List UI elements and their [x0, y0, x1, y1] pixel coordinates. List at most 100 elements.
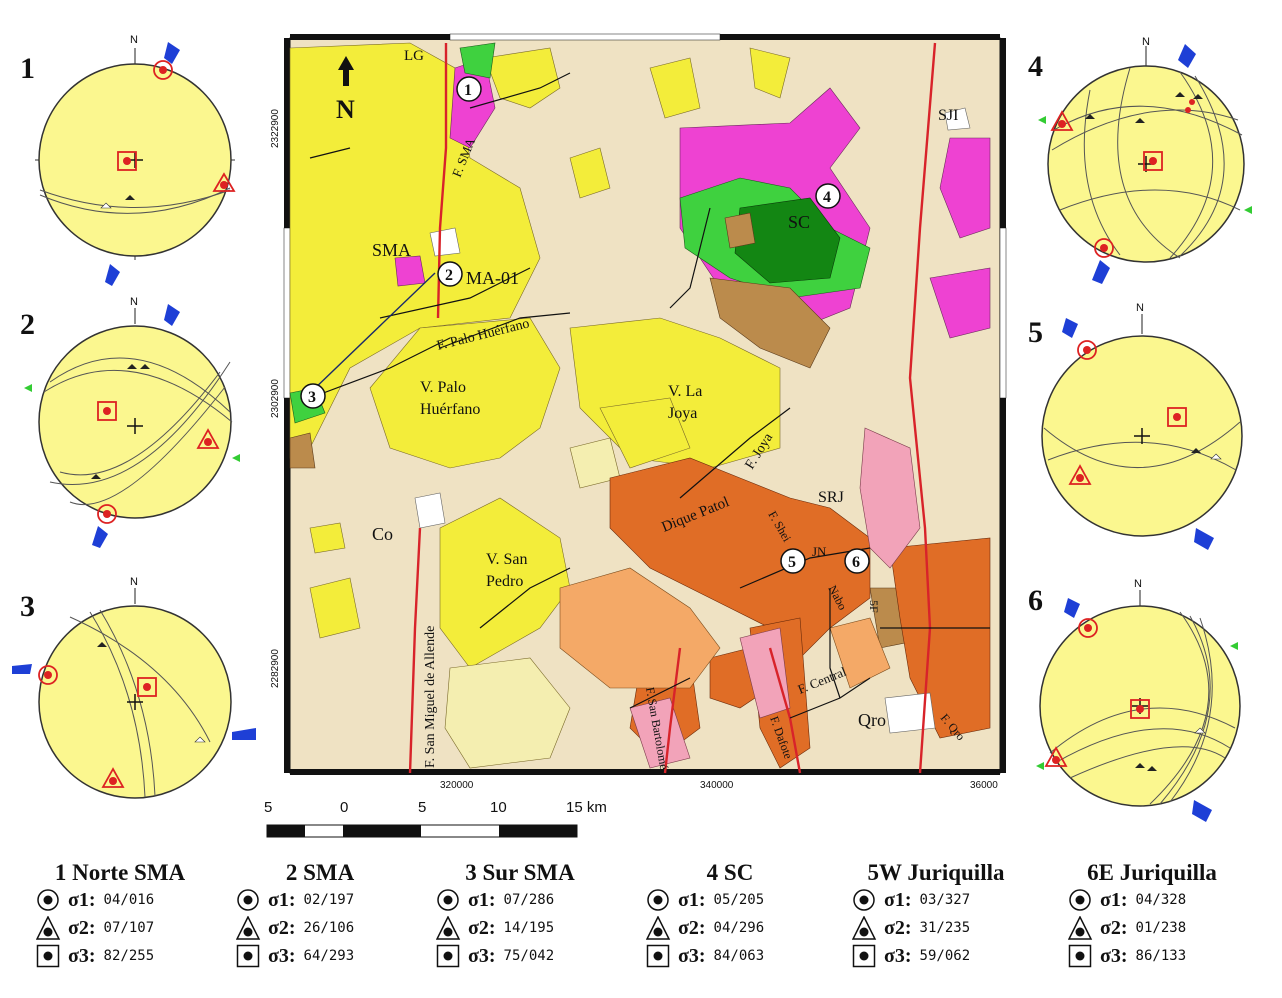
north-label-2: N	[130, 296, 138, 308]
site-marker-2: 2	[437, 261, 463, 287]
north-label-6: N	[1134, 578, 1142, 590]
sigma1-marker	[153, 60, 173, 80]
map-svg: N 2322900 2302900 2282900 320000 340000 …	[270, 33, 1007, 791]
volcano-label-joya-1: V. La	[668, 383, 702, 400]
unit-pink	[859, 427, 921, 569]
legend-title: 6E Juriquilla	[1087, 860, 1217, 885]
legend-title: 4 SC	[706, 860, 754, 885]
north-arrow-label: N	[336, 95, 355, 124]
site-marker-4: 4	[815, 183, 841, 209]
fault-label-5f: 5F	[867, 600, 881, 613]
stereonet-1	[35, 42, 236, 286]
fault-east	[908, 42, 937, 774]
stereonet-3	[12, 588, 256, 799]
sigma3-icon	[236, 944, 260, 968]
scale-label: 5	[418, 799, 427, 816]
compression-arrow-icon	[1062, 318, 1078, 338]
sigma2-icon	[236, 916, 261, 940]
compression-arrow-icon	[232, 728, 256, 740]
legend-sigma3: σ3: 86/133	[1068, 942, 1252, 970]
sigma1-icon	[1069, 889, 1091, 911]
extension-arrow-icon	[1038, 116, 1046, 124]
stress-legend-5: 5W Juriquilla σ1: 03/327 σ2: 31/235 σ3: 59/…	[836, 860, 1036, 970]
legend-sigma2: σ2: 26/106	[236, 914, 420, 942]
compression-arrow-icon	[1178, 44, 1196, 68]
northing-label: 2282900	[270, 649, 281, 688]
compression-arrow-icon	[1192, 800, 1212, 822]
legend-title: 2 SMA	[285, 860, 355, 885]
sigma1-marker	[97, 504, 117, 524]
north-arrow-icon	[338, 56, 354, 86]
legend-sigma3: σ3: 59/062	[852, 942, 1036, 970]
sigma1-icon	[647, 889, 669, 911]
extension-arrow-icon	[232, 454, 240, 462]
legend-sigma1: σ1: 02/197	[236, 886, 420, 914]
legend-sigma2: σ2: 07/107	[36, 914, 220, 942]
sigma1-icon	[237, 889, 259, 911]
place-label-sma-01: MA-01	[466, 268, 519, 288]
legend-sigma1: σ1: 04/016	[36, 886, 220, 914]
sigma3-marker	[137, 677, 157, 697]
sigma1-icon	[853, 889, 875, 911]
legend-sigma3: σ3: 75/042	[436, 942, 620, 970]
volcano-label-pedro-2: Pedro	[486, 573, 523, 590]
geologic-map: N 2322900 2302900 2282900 320000 340000 …	[270, 28, 1010, 808]
sigma2-marker	[101, 767, 125, 788]
legend-sigma1: σ1: 07/286	[436, 886, 620, 914]
compression-arrow-icon	[164, 304, 180, 326]
place-label-sc: SC	[788, 212, 810, 232]
svg-text:2: 2	[445, 267, 453, 284]
sigma3-marker	[1143, 151, 1163, 171]
northing-label: 2322900	[270, 109, 281, 148]
compression-arrow-icon	[105, 264, 120, 286]
sigma1-marker	[1077, 340, 1097, 360]
sigma2-marker	[1050, 110, 1074, 131]
legend-sigma1: σ1: 04/328	[1068, 886, 1252, 914]
svg-text:4: 4	[823, 189, 831, 206]
fault-san-bartolome	[663, 647, 682, 774]
sigma3-marker	[1130, 699, 1150, 719]
site-marker-6: 6	[844, 548, 870, 574]
sigma2-marker	[1044, 746, 1068, 767]
compression-arrow-icon	[12, 664, 32, 674]
unit-pale-yellow	[444, 657, 571, 769]
stress-legend-1: 1 Norte SMA σ1: 04/016 σ2: 07/107 σ3: 82/25…	[20, 860, 220, 970]
easting-label: 320000	[440, 780, 474, 791]
compression-arrow-icon	[1194, 528, 1214, 550]
fault-san-miguel-de-allende	[408, 527, 422, 774]
scale-label: 15 km	[566, 799, 607, 816]
easting-label: 36000	[970, 780, 998, 791]
stereonet-5	[1041, 314, 1243, 550]
sigma2-icon	[1068, 916, 1093, 940]
stress-legend-3: 3 Sur SMA σ1: 07/286 σ2: 14/195 σ3: 75/042	[420, 860, 620, 970]
place-label-qro: Qro	[858, 710, 886, 730]
compression-arrow-icon	[1064, 598, 1080, 618]
site-marker-1: 1	[456, 76, 482, 102]
stereonet-number-5: 5	[1028, 316, 1043, 349]
place-label-jn: JN	[812, 544, 827, 559]
legend-sigma3: σ3: 84/063	[646, 942, 830, 970]
site-marker-5: 5	[780, 548, 806, 574]
sigma1-icon	[37, 889, 59, 911]
sigma3-icon	[646, 944, 670, 968]
sigma1-marker	[38, 665, 58, 685]
scale-bar	[266, 824, 578, 838]
place-label-srj: SRJ	[818, 489, 844, 506]
sigma2-icon	[852, 916, 877, 940]
scale-label: 5	[264, 799, 273, 816]
extension-arrow-icon	[1230, 642, 1238, 650]
legend-sigma1: σ1: 03/327	[852, 886, 1036, 914]
sigma1-icon	[437, 889, 459, 911]
place-label-sji: SJI	[938, 107, 958, 124]
sigma2-marker	[1068, 464, 1092, 485]
stereonet-number-4: 4	[1028, 50, 1043, 83]
sigma3-icon	[1068, 944, 1092, 968]
site-marker-3: 3	[300, 383, 326, 409]
legend-title: 5W Juriquilla	[867, 860, 1005, 885]
stress-legend-4: 4 SC σ1: 05/205 σ2: 04/296 σ3: 84/063	[630, 860, 830, 970]
sigma1-marker	[1094, 238, 1114, 258]
legend-title: 3 Sur SMA	[465, 860, 575, 885]
northing-label: 2302900	[270, 379, 281, 418]
extension-arrow-icon	[1244, 206, 1252, 214]
stress-legend-6: 6E Juriquilla σ1: 04/328 σ2: 01/238 σ3: 86/…	[1052, 860, 1252, 970]
